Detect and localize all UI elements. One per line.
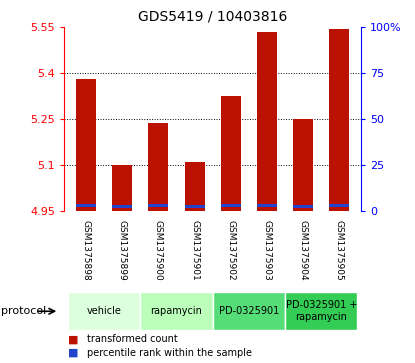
Text: PD-0325901 +
rapamycin: PD-0325901 + rapamycin xyxy=(286,301,357,322)
Text: vehicle: vehicle xyxy=(87,306,122,316)
Bar xyxy=(285,292,357,330)
Bar xyxy=(68,292,140,330)
Bar xyxy=(221,204,241,207)
Bar xyxy=(213,292,285,330)
Text: rapamycin: rapamycin xyxy=(151,306,203,316)
Text: percentile rank within the sample: percentile rank within the sample xyxy=(87,348,252,358)
Bar xyxy=(221,96,241,211)
Bar xyxy=(76,79,96,211)
Text: GSM1375902: GSM1375902 xyxy=(226,220,235,280)
Bar xyxy=(330,29,349,211)
Bar xyxy=(149,204,168,208)
Bar xyxy=(76,204,96,207)
Bar xyxy=(140,292,213,330)
Text: GSM1375904: GSM1375904 xyxy=(299,220,308,280)
Bar xyxy=(257,32,277,211)
Text: GSM1375903: GSM1375903 xyxy=(262,220,271,280)
Text: ■: ■ xyxy=(68,334,79,344)
Text: GSM1375899: GSM1375899 xyxy=(118,220,127,280)
Bar xyxy=(149,123,168,211)
Bar xyxy=(112,205,132,208)
Text: GSM1375898: GSM1375898 xyxy=(81,220,90,280)
Bar xyxy=(293,119,313,211)
Text: GSM1375900: GSM1375900 xyxy=(154,220,163,280)
Text: protocol: protocol xyxy=(1,306,46,316)
Text: GSM1375905: GSM1375905 xyxy=(335,220,344,280)
Text: ■: ■ xyxy=(68,348,79,358)
Text: GSM1375901: GSM1375901 xyxy=(190,220,199,280)
Text: PD-0325901: PD-0325901 xyxy=(219,306,279,316)
Title: GDS5419 / 10403816: GDS5419 / 10403816 xyxy=(138,9,287,23)
Bar xyxy=(293,205,313,208)
Bar xyxy=(330,204,349,207)
Bar xyxy=(185,162,205,211)
Bar xyxy=(112,165,132,211)
Bar xyxy=(257,204,277,207)
Text: transformed count: transformed count xyxy=(87,334,178,344)
Bar xyxy=(185,205,205,208)
